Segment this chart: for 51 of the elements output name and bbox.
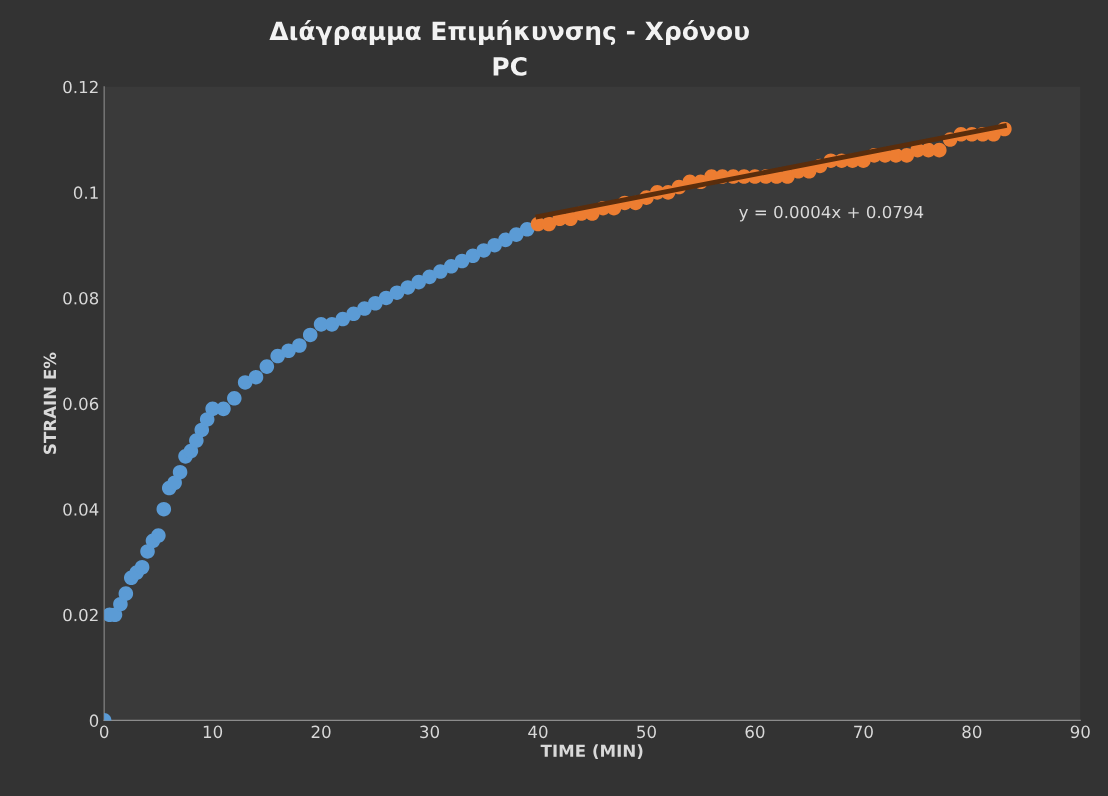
point xyxy=(476,243,492,258)
point xyxy=(151,528,166,543)
point xyxy=(324,317,340,332)
x-tick-label: 40 xyxy=(528,725,548,739)
point xyxy=(433,264,448,279)
point xyxy=(281,343,296,359)
x-tick-label: 60 xyxy=(745,725,765,739)
point xyxy=(509,227,524,242)
x-tick-label: 50 xyxy=(637,725,656,739)
x-tick-label: 70 xyxy=(854,725,873,739)
point xyxy=(156,501,172,517)
point xyxy=(216,401,231,417)
point xyxy=(270,348,285,364)
point xyxy=(378,290,394,306)
point xyxy=(189,433,204,448)
point xyxy=(134,559,150,575)
y-tick-label: 0.02 xyxy=(63,608,98,622)
x-tick-label: 30 xyxy=(420,725,440,739)
y-tick-label: 0.06 xyxy=(63,397,99,411)
point xyxy=(389,285,405,300)
point xyxy=(227,391,242,406)
point xyxy=(899,148,915,163)
y-tick-label: 0.12 xyxy=(63,80,98,94)
x-tick-label: 10 xyxy=(203,725,223,739)
chart-title: Διάγραμμα Επιμήκυνσης - Χρόνου PC xyxy=(269,19,749,76)
point xyxy=(237,375,253,390)
point xyxy=(443,259,459,274)
y-tick-label: 0.08 xyxy=(63,291,99,305)
x-tick-label: 0 xyxy=(99,725,109,739)
point xyxy=(259,359,275,374)
point xyxy=(411,274,426,290)
point xyxy=(932,142,947,158)
point xyxy=(368,295,383,311)
point xyxy=(519,222,535,237)
y-axis-title: STRAIN E% xyxy=(43,352,57,454)
point xyxy=(118,586,134,601)
point xyxy=(172,464,188,480)
point xyxy=(302,327,318,343)
x-axis-title: TIME (MIN) xyxy=(540,744,643,760)
point xyxy=(465,248,481,264)
point xyxy=(292,338,307,353)
y-tick-label: 0 xyxy=(89,714,99,727)
x-tick-label: 80 xyxy=(962,725,982,739)
x-tick-label: 90 xyxy=(1070,725,1090,739)
annotation: y = 0.0004x + 0.0794 xyxy=(739,205,924,222)
y-tick-label: 0.1 xyxy=(73,186,98,199)
x-tick-label: 20 xyxy=(311,725,331,739)
point xyxy=(248,369,264,385)
point xyxy=(454,253,470,269)
point xyxy=(346,306,361,322)
y-tick-label: 0.04 xyxy=(63,503,99,516)
